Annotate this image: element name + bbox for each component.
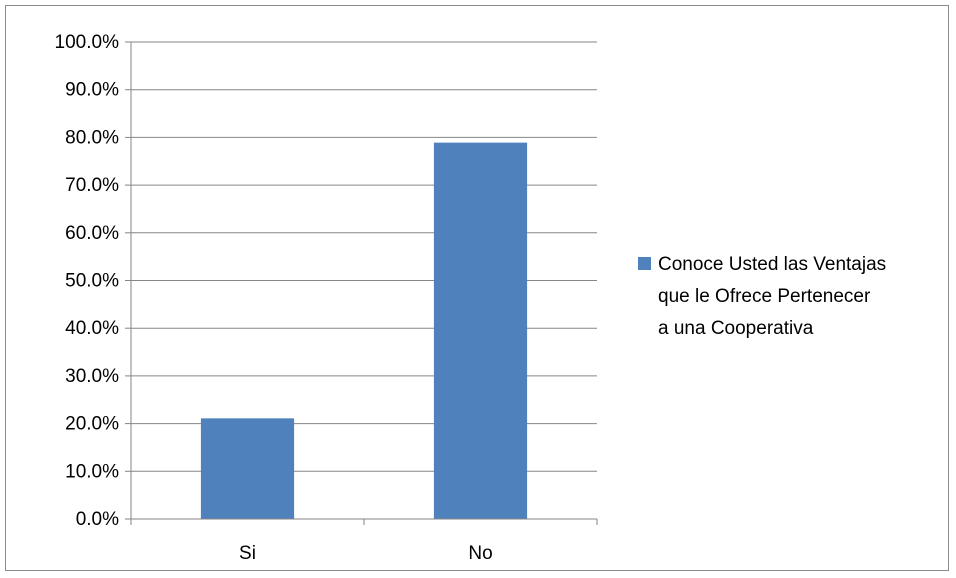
axes [125,41,598,525]
y-tick-label: 40.0% [65,318,119,339]
legend-entry: Conoce Usted las Ventajas que le Ofrece P… [658,254,886,339]
y-tick-label: 10.0% [65,461,119,482]
bar-si [200,418,295,519]
y-tick-labels: 0.0% 10.0% 20.0% 30.0% 40.0% 50.0% 60.0% 70.0% 8… [55,32,120,530]
legend-swatch [638,257,651,270]
y-tick-label: 90.0% [65,80,119,101]
y-tick-label: 50.0% [65,271,119,292]
y-tick-label: 20.0% [65,414,119,435]
bars [200,142,528,519]
x-category-label: No [468,543,492,564]
x-category-label: Si [239,543,256,564]
bar-chart: 0.0% 10.0% 20.0% 30.0% 40.0% 50.0% 60.0% 70.0% 8… [55,32,887,564]
legend-line: a una Cooperativa [658,318,814,339]
y-tick-label: 60.0% [65,223,119,244]
y-tick-label: 100.0% [55,32,120,53]
bar-no [433,142,528,519]
y-tick-label: 70.0% [65,175,119,196]
chart-frame: 0.0% 10.0% 20.0% 30.0% 40.0% 50.0% 60.0% 70.0% 8… [5,5,949,571]
y-tick-label: 0.0% [76,509,119,530]
y-tick-label: 80.0% [65,127,119,148]
x-category-labels: Si No [239,543,493,564]
y-tick-label: 30.0% [65,366,119,387]
legend-line: que le Ofrece Pertenecer [658,286,871,307]
legend: Conoce Usted las Ventajas que le Ofrece P… [638,254,886,339]
legend-line: Conoce Usted las Ventajas [658,254,886,275]
